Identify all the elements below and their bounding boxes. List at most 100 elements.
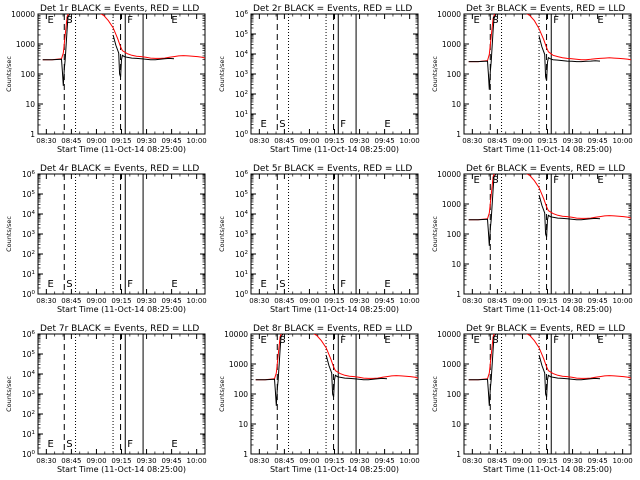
- event-letter-marker: F: [553, 175, 559, 186]
- event-letter-marker: S: [279, 335, 285, 346]
- events-series-line: [468, 334, 497, 406]
- x-tick-label: 09:15: [111, 137, 131, 145]
- x-tick-label: 09:30: [349, 297, 369, 305]
- y-axis-label: Counts/sec: [5, 376, 13, 412]
- event-letter-marker: E: [384, 119, 390, 130]
- event-letter-marker: E: [171, 15, 177, 26]
- x-tick-label: 09:15: [324, 297, 344, 305]
- x-tick-label: 09:00: [86, 457, 106, 465]
- x-tick-label: 10:00: [400, 457, 420, 465]
- y-tick-label: 106: [235, 170, 249, 179]
- x-tick-label: 10:00: [187, 457, 207, 465]
- event-letter-marker: E: [261, 279, 267, 290]
- y-tick-label: 105: [235, 190, 249, 199]
- x-tick-label: 08:45: [487, 297, 507, 305]
- y-axis-label: Counts/sec: [218, 376, 226, 412]
- panel-title: Det 6r BLACK = Events, RED = LLD: [466, 164, 625, 174]
- event-letter-marker: F: [553, 15, 559, 26]
- event-letter-marker: S: [279, 279, 285, 290]
- x-tick-label: 08:30: [462, 457, 482, 465]
- x-tick-label: 09:45: [588, 457, 608, 465]
- plot-frame: [250, 173, 419, 295]
- y-tick-label: 102: [22, 410, 35, 419]
- y-tick-label: 10000: [224, 330, 248, 339]
- y-tick-label: 101: [235, 270, 248, 279]
- y-tick-label: 100: [447, 390, 462, 399]
- y-tick-label: 100: [234, 390, 249, 399]
- y-tick-label: 101: [22, 270, 35, 279]
- y-tick-label: 1000: [229, 360, 248, 369]
- detector-panel: Det 3r BLACK = Events, RED = LLD 1 10 100 10…: [431, 4, 633, 154]
- x-tick-label: 10:00: [613, 457, 633, 465]
- x-tick-label: 09:45: [162, 137, 182, 145]
- y-tick-label: 1: [456, 450, 461, 459]
- x-axis-label: Start Time (11-Oct-14 08:25:00): [270, 465, 399, 474]
- panel-title: Det 3r BLACK = Events, RED = LLD: [466, 4, 625, 14]
- y-tick-label: 104: [235, 210, 249, 219]
- y-tick-label: 101: [22, 430, 35, 439]
- event-letter-marker: S: [66, 15, 72, 26]
- x-tick-label: 09:30: [136, 137, 156, 145]
- event-letter-marker: E: [384, 279, 390, 290]
- x-tick-label: 09:00: [512, 297, 532, 305]
- events-series-line: [468, 174, 497, 246]
- detector-panel: Det 1r BLACK = Events, RED = LLD 1 10 100 10…: [5, 4, 207, 154]
- y-tick-label: 10000: [437, 170, 461, 179]
- event-letter-marker: E: [474, 175, 480, 186]
- x-tick-label: 09:45: [588, 137, 608, 145]
- event-letter-marker: E: [384, 335, 390, 346]
- event-letter-marker: E: [597, 15, 603, 26]
- y-axis-label: Counts/sec: [431, 56, 439, 92]
- x-tick-label: 10:00: [400, 297, 420, 305]
- event-letter-marker: F: [340, 119, 346, 130]
- x-tick-label: 09:30: [136, 457, 156, 465]
- x-tick-label: 09:15: [324, 137, 344, 145]
- x-tick-label: 09:45: [375, 457, 395, 465]
- y-tick-label: 1000: [442, 200, 461, 209]
- event-letter-marker: E: [474, 15, 480, 26]
- event-letter-marker: S: [492, 175, 498, 186]
- event-letter-marker: S: [492, 15, 498, 26]
- x-tick-label: 08:30: [36, 297, 56, 305]
- y-tick-label: 100: [22, 290, 36, 299]
- x-tick-label: 09:30: [562, 457, 582, 465]
- y-tick-label: 103: [22, 230, 36, 239]
- x-tick-label: 09:30: [349, 457, 369, 465]
- event-letter-marker: S: [492, 335, 498, 346]
- x-tick-label: 08:30: [249, 137, 269, 145]
- x-tick-label: 09:30: [562, 297, 582, 305]
- x-tick-label: 09:45: [375, 297, 395, 305]
- panel-title: Det 4r BLACK = Events, RED = LLD: [40, 164, 199, 174]
- y-axis-label: Counts/sec: [5, 56, 13, 92]
- event-letter-marker: E: [261, 119, 267, 130]
- x-tick-label: 09:30: [136, 297, 156, 305]
- panel-title: Det 8r BLACK = Events, RED = LLD: [253, 324, 412, 334]
- x-tick-label: 08:30: [462, 137, 482, 145]
- detector-panel: Det 6r BLACK = Events, RED = LLD 1 10 100 10…: [431, 164, 633, 314]
- x-tick-label: 09:00: [512, 457, 532, 465]
- y-tick-label: 10000: [11, 10, 35, 19]
- y-tick-label: 104: [22, 370, 36, 379]
- y-tick-label: 101: [235, 110, 248, 119]
- y-tick-label: 105: [22, 350, 36, 359]
- x-tick-label: 09:00: [299, 137, 319, 145]
- y-tick-label: 104: [235, 50, 249, 59]
- x-tick-label: 09:00: [86, 297, 106, 305]
- x-tick-label: 08:45: [274, 457, 294, 465]
- lld-series-line: [255, 334, 418, 381]
- y-tick-label: 103: [235, 230, 249, 239]
- y-tick-label: 100: [447, 70, 462, 79]
- x-tick-label: 09:00: [512, 137, 532, 145]
- event-letter-marker: F: [127, 15, 133, 26]
- detector-panel: Det 7r BLACK = Events, RED = LLD 100 101 10…: [5, 324, 207, 474]
- event-letter-marker: F: [127, 279, 133, 290]
- event-letter-marker: F: [340, 279, 346, 290]
- x-tick-label: 08:45: [61, 297, 81, 305]
- x-axis-label: Start Time (11-Oct-14 08:25:00): [483, 145, 612, 154]
- y-tick-label: 1: [456, 290, 461, 299]
- panel-title: Det 9r BLACK = Events, RED = LLD: [466, 324, 625, 334]
- y-tick-label: 104: [22, 210, 36, 219]
- x-tick-label: 08:30: [36, 137, 56, 145]
- y-tick-label: 1000: [442, 360, 461, 369]
